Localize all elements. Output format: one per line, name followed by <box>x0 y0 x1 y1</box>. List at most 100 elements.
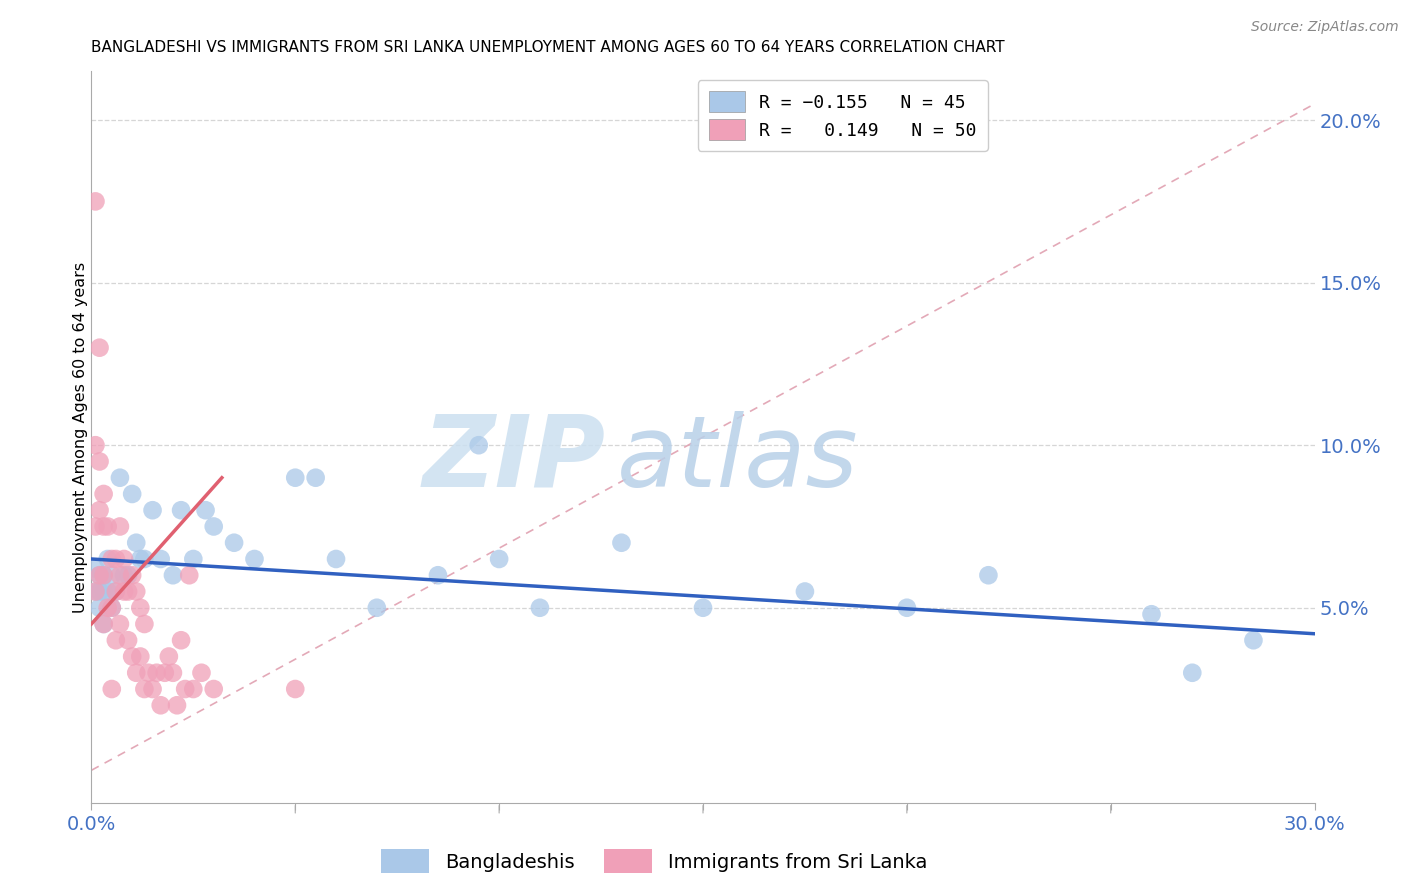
Point <box>125 665 148 680</box>
Point <box>190 665 212 680</box>
Point <box>179 568 201 582</box>
Point <box>304 471 326 485</box>
Point <box>89 600 111 615</box>
Point <box>84 584 107 599</box>
Point <box>153 665 176 680</box>
Point <box>202 681 225 696</box>
Point <box>121 568 143 582</box>
Point <box>121 487 143 501</box>
Point <box>89 584 111 599</box>
Point <box>93 487 115 501</box>
Point <box>93 568 115 582</box>
Text: atlas: atlas <box>617 410 859 508</box>
Point <box>84 562 107 576</box>
Point <box>325 552 347 566</box>
Point <box>134 681 156 696</box>
Point <box>529 600 551 615</box>
Point <box>243 552 266 566</box>
Point <box>89 568 111 582</box>
Point <box>610 535 633 549</box>
Point <box>141 503 163 517</box>
Point <box>121 649 143 664</box>
Point <box>89 568 111 582</box>
Point <box>129 649 152 664</box>
Point <box>1243 633 1265 648</box>
Point <box>977 568 1000 582</box>
Point <box>284 681 307 696</box>
Point <box>104 552 127 566</box>
Point <box>93 617 115 632</box>
Point <box>93 519 115 533</box>
Point <box>108 519 131 533</box>
Point <box>112 568 135 582</box>
Point <box>202 519 225 533</box>
Point <box>145 665 167 680</box>
Text: ZIP: ZIP <box>422 410 605 508</box>
Point <box>112 584 135 599</box>
Legend: Bangladeshis, Immigrants from Sri Lanka: Bangladeshis, Immigrants from Sri Lanka <box>373 841 935 881</box>
Point <box>97 519 120 533</box>
Point <box>149 552 172 566</box>
Point <box>149 698 172 713</box>
Point <box>89 454 111 468</box>
Point <box>138 665 160 680</box>
Point <box>117 633 139 648</box>
Point <box>222 535 246 549</box>
Point <box>134 552 156 566</box>
Point <box>104 584 127 599</box>
Point <box>104 584 127 599</box>
Point <box>174 681 197 696</box>
Point <box>97 552 120 566</box>
Point <box>108 471 131 485</box>
Point <box>129 600 152 615</box>
Point <box>125 584 148 599</box>
Point <box>101 681 124 696</box>
Point <box>1140 607 1163 622</box>
Point <box>896 600 918 615</box>
Point <box>162 568 184 582</box>
Point <box>166 698 188 713</box>
Point <box>488 552 510 566</box>
Point <box>104 633 127 648</box>
Point <box>366 600 388 615</box>
Point <box>467 438 491 452</box>
Point <box>97 584 120 599</box>
Point <box>101 552 124 566</box>
Point <box>194 503 217 517</box>
Point <box>692 600 714 615</box>
Point <box>89 503 111 517</box>
Point <box>793 584 815 599</box>
Point <box>93 617 115 632</box>
Point <box>101 600 124 615</box>
Point <box>93 584 115 599</box>
Point <box>117 568 139 582</box>
Point <box>97 600 120 615</box>
Point <box>125 535 148 549</box>
Point <box>157 649 180 664</box>
Point <box>427 568 450 582</box>
Point <box>183 681 205 696</box>
Point <box>93 568 115 582</box>
Point <box>108 568 131 582</box>
Point <box>129 552 152 566</box>
Point <box>84 519 107 533</box>
Point <box>284 471 307 485</box>
Point <box>1181 665 1204 680</box>
Point <box>170 633 193 648</box>
Point <box>89 341 111 355</box>
Point <box>84 438 107 452</box>
Point <box>101 568 124 582</box>
Point <box>141 681 163 696</box>
Y-axis label: Unemployment Among Ages 60 to 64 years: Unemployment Among Ages 60 to 64 years <box>73 261 87 613</box>
Text: Source: ZipAtlas.com: Source: ZipAtlas.com <box>1251 20 1399 34</box>
Point <box>84 194 107 209</box>
Point <box>170 503 193 517</box>
Point <box>112 552 135 566</box>
Point <box>134 617 156 632</box>
Point <box>84 584 107 599</box>
Point <box>162 665 184 680</box>
Point <box>117 584 139 599</box>
Point <box>101 600 124 615</box>
Point <box>183 552 205 566</box>
Point <box>108 617 131 632</box>
